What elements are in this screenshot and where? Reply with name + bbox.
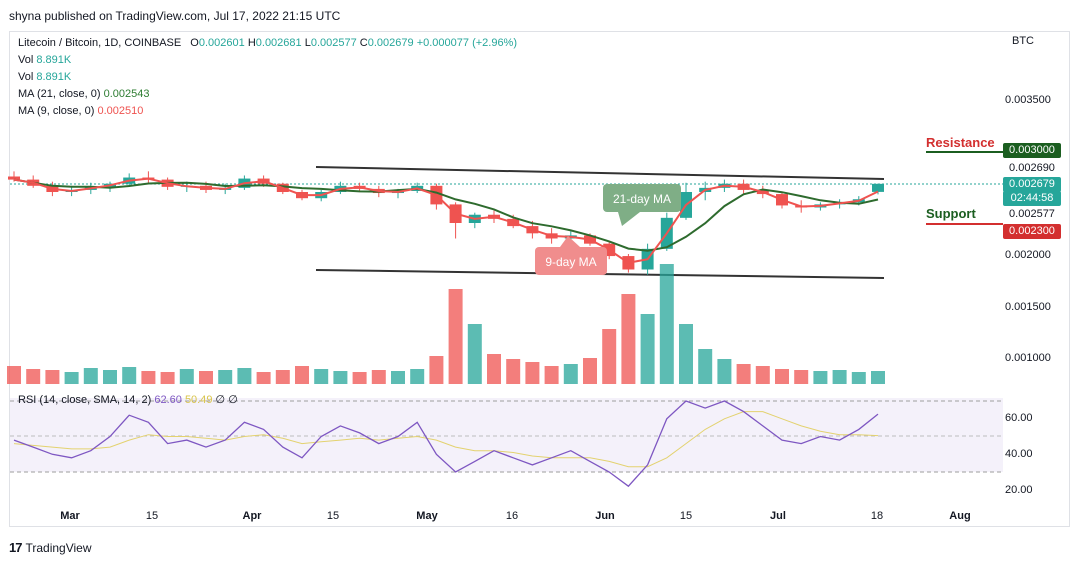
vol-label: Vol <box>18 54 34 66</box>
ma21-label: MA (21, close, 0) <box>18 88 101 100</box>
change-value: +0.000077 (+2.96%) <box>416 37 518 49</box>
price-axis-label: 0.002000 <box>1005 249 1051 261</box>
vol-label-2: Vol <box>18 71 34 83</box>
open-value: 0.002601 <box>198 37 245 49</box>
symbol-title[interactable]: Litecoin / Bitcoin, 1D, COINBASE <box>18 37 182 49</box>
current-price-tag: 0.002679 <box>1003 177 1061 192</box>
vol-row-2: Vol 8.891K <box>18 69 517 86</box>
price-axis-label: 0.003500 <box>1005 94 1051 106</box>
high-price-tag: 0.002690 <box>1009 162 1055 174</box>
time-axis-label: 15 <box>679 510 693 522</box>
time-axis-label: 15 <box>326 510 340 522</box>
time-axis-label: Jun <box>595 510 615 522</box>
ma9-value: 0.002510 <box>97 105 144 117</box>
footer: 17 TradingView <box>9 540 92 555</box>
ma21-row: MA (21, close, 0) 0.002543 <box>18 86 517 103</box>
ma9-label: MA (9, close, 0) <box>18 105 95 117</box>
tradingview-logo-icon[interactable]: 17 <box>9 540 23 555</box>
time-axis-label: Aug <box>949 510 971 522</box>
resistance-price-tag: 0.003000 <box>1003 143 1061 158</box>
symbol-legend: Litecoin / Bitcoin, 1D, COINBASE O0.0026… <box>18 35 517 120</box>
rsi-axis-label: 60.00 <box>1005 412 1033 424</box>
low-label: L <box>304 37 311 49</box>
chart-frame <box>9 31 1070 527</box>
high-label: H <box>247 37 256 49</box>
countdown-tag: 02:44:58 <box>1003 191 1061 206</box>
rsi-extra-2: ∅ <box>228 394 238 406</box>
time-axis-label: Mar <box>60 510 80 522</box>
time-axis-label: Jul <box>770 510 786 522</box>
time-axis-label: May <box>416 510 438 522</box>
price-axis-label: 0.001000 <box>1005 352 1051 364</box>
currency-label: BTC <box>1012 35 1034 47</box>
time-axis-label: 15 <box>145 510 159 522</box>
support-annotation: Support <box>926 206 976 221</box>
support-price-tag: 0.002300 <box>1003 224 1061 239</box>
rsi-axis-label: 20.00 <box>1005 484 1033 496</box>
high-value: 0.002681 <box>255 37 302 49</box>
resistance-annotation: Resistance <box>926 135 995 150</box>
rsi-axis-label: 40.00 <box>1005 448 1033 460</box>
time-axis-label: Apr <box>242 510 262 522</box>
vol-row-1: Vol 8.891K <box>18 52 517 69</box>
rsi-value: 62.60 <box>154 394 182 406</box>
published-by: shyna published on TradingView.com, Jul … <box>9 9 341 23</box>
ohlc-row: Litecoin / Bitcoin, 1D, COINBASE O0.0026… <box>18 35 517 52</box>
vol-value: 8.891K <box>36 54 72 66</box>
header-bar: shyna published on TradingView.com, Jul … <box>0 0 1079 30</box>
rsi-extra-1: ∅ <box>215 394 226 406</box>
rsi-sma-value: 50.49 <box>184 394 213 406</box>
rsi-label: RSI (14, close, SMA, 14, 2) <box>18 394 152 406</box>
ma9-row: MA (9, close, 0) 0.002510 <box>18 103 517 120</box>
open-label: O <box>190 37 199 49</box>
low-value: 0.002577 <box>310 37 357 49</box>
rsi-legend: RSI (14, close, SMA, 14, 2) 62.60 50.49 … <box>18 393 238 406</box>
close-value: 0.002679 <box>367 37 414 49</box>
ma21-value: 0.002543 <box>103 88 150 100</box>
close-label: C <box>359 37 368 49</box>
vol-value-2: 8.891K <box>36 71 72 83</box>
low-price-tag: 0.002577 <box>1009 208 1055 220</box>
footer-brand[interactable]: TradingView <box>25 540 92 555</box>
price-axis-label: 0.001500 <box>1005 301 1051 313</box>
time-axis-label: 16 <box>505 510 519 522</box>
time-axis-label: 18 <box>870 510 884 522</box>
